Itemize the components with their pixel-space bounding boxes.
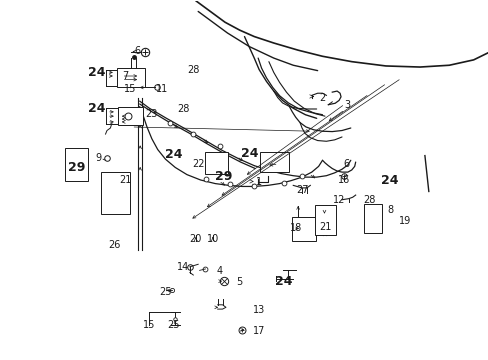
Text: 23: 23: [145, 109, 158, 119]
Text: 16: 16: [338, 175, 350, 185]
Text: 18: 18: [289, 224, 301, 233]
Text: 24: 24: [274, 275, 292, 288]
Text: 24: 24: [380, 174, 398, 186]
Text: 21: 21: [119, 175, 131, 185]
Text: 20: 20: [189, 234, 202, 244]
Text: 9: 9: [95, 153, 101, 163]
Text: 11: 11: [155, 84, 167, 94]
Text: 13: 13: [252, 305, 264, 315]
Text: 15: 15: [143, 320, 155, 330]
Bar: [118, 107, 143, 126]
Text: 26: 26: [108, 240, 120, 250]
Text: 24: 24: [87, 66, 105, 79]
Bar: [292, 217, 315, 241]
Text: 22: 22: [191, 159, 204, 169]
Text: 24: 24: [87, 103, 105, 116]
Bar: [204, 152, 227, 174]
Bar: [363, 204, 382, 233]
Text: 12: 12: [333, 195, 345, 205]
Text: 1: 1: [256, 177, 262, 187]
Text: 2: 2: [319, 93, 325, 103]
Text: 6: 6: [343, 159, 349, 169]
Text: 14: 14: [177, 262, 189, 272]
Text: 4: 4: [217, 266, 223, 276]
Text: 28: 28: [187, 64, 200, 75]
Text: 29: 29: [215, 170, 232, 183]
Text: 15: 15: [123, 84, 136, 94]
Bar: [65, 148, 88, 181]
Text: 6: 6: [134, 46, 140, 56]
Text: 29: 29: [67, 161, 85, 174]
Text: 27: 27: [295, 185, 307, 195]
Text: 28: 28: [177, 104, 189, 114]
Bar: [101, 172, 130, 214]
Bar: [315, 205, 335, 234]
Text: 24: 24: [165, 148, 182, 161]
Text: 10: 10: [206, 234, 219, 244]
Text: 19: 19: [399, 216, 411, 226]
Text: 5: 5: [236, 277, 242, 287]
Text: 25: 25: [167, 320, 180, 330]
Text: 7: 7: [122, 71, 128, 81]
Bar: [117, 68, 145, 87]
Text: 17: 17: [252, 326, 265, 336]
Text: 21: 21: [318, 222, 330, 231]
Text: 3: 3: [343, 100, 349, 110]
Text: 24: 24: [240, 147, 258, 159]
Bar: [260, 152, 289, 172]
Text: 28: 28: [363, 195, 375, 205]
Text: 8: 8: [387, 206, 393, 216]
Text: 25: 25: [159, 287, 171, 297]
